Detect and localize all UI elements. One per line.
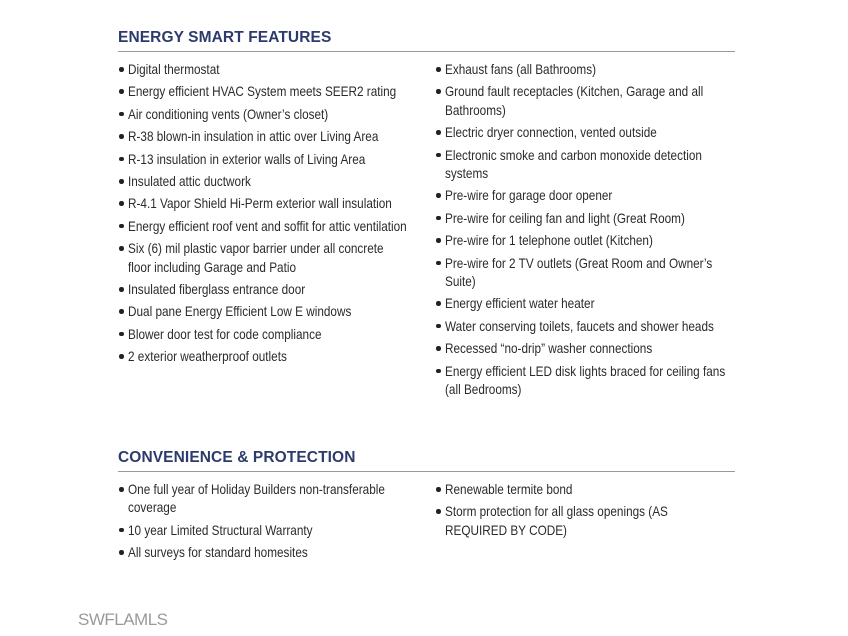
feature-item: All surveys for standard homesites	[118, 543, 463, 561]
feature-item: Pre-wire for 2 TV outlets (Great Room an…	[435, 254, 785, 291]
feature-text: Energy efficient roof vent and soffit fo…	[128, 217, 407, 234]
feature-text: Energy efficient HVAC System meets SEER2…	[128, 83, 397, 100]
feature-text: Electronic smoke and carbon monoxide det…	[445, 146, 702, 182]
feature-item: Electronic smoke and carbon monoxide det…	[435, 146, 785, 183]
feature-item: Digital thermostat	[118, 60, 463, 78]
feature-text: Insulated fiberglass entrance door	[128, 281, 306, 298]
feature-item: R-38 blown-in insulation in attic over L…	[118, 127, 463, 145]
feature-text: All surveys for standard homesites	[128, 544, 308, 561]
feature-item: Energy efficient HVAC System meets SEER2…	[118, 82, 463, 100]
feature-text: Water conserving toilets, faucets and sh…	[445, 317, 714, 334]
feature-list-left: One full year of Holiday Builders non-tr…	[118, 480, 463, 566]
feature-item: Pre-wire for garage door opener	[435, 186, 785, 204]
feature-item: R-4.1 Vapor Shield Hi-Perm exterior wall…	[118, 194, 463, 212]
convenience-protection-section: CONVENIENCE & PROTECTION One full year o…	[118, 448, 735, 560]
section-divider	[118, 51, 735, 52]
feature-text: Exhaust fans (all Bathrooms)	[445, 61, 596, 77]
feature-text: Pre-wire for 2 TV outlets (Great Room an…	[445, 254, 713, 290]
feature-item: Ground fault receptacles (Kitchen, Garag…	[435, 82, 785, 119]
feature-item: 10 year Limited Structural Warranty	[118, 521, 463, 539]
feature-text: Digital thermostat	[128, 61, 220, 77]
feature-text: Six (6) mil plastic vapor barrier under …	[128, 240, 384, 275]
feature-text: Dual pane Energy Efficient Low E windows	[128, 303, 352, 320]
feature-item: Air conditioning vents (Owner’s closet)	[118, 105, 463, 123]
feature-item: Exhaust fans (all Bathrooms)	[435, 60, 785, 78]
energy-smart-features-section: ENERGY SMART FEATURES Digital thermostat…	[118, 28, 735, 397]
feature-item: Recessed “no-drip” washer connections	[435, 339, 785, 357]
feature-text: Air conditioning vents (Owner’s closet)	[128, 105, 329, 122]
feature-text: Electric dryer connection, vented outsid…	[445, 124, 657, 141]
feature-item: Electric dryer connection, vented outsid…	[435, 123, 785, 141]
feature-list-right: Renewable termite bond Storm protection f…	[435, 480, 785, 543]
section-heading: ENERGY SMART FEATURES	[118, 29, 332, 46]
feature-text: Pre-wire for 1 telephone outlet (Kitchen…	[445, 232, 653, 249]
feature-item: Insulated fiberglass entrance door	[118, 280, 463, 298]
feature-text: 2 exterior weatherproof outlets	[128, 348, 287, 365]
feature-item: Blower door test for code compliance	[118, 325, 463, 343]
feature-text: Blower door test for code compliance	[128, 325, 322, 342]
section-divider	[118, 471, 735, 472]
feature-text: Pre-wire for garage door opener	[445, 187, 613, 204]
feature-item: Energy efficient LED disk lights braced …	[435, 362, 785, 399]
feature-item: 2 exterior weatherproof outlets	[118, 347, 463, 365]
feature-item: R-13 insulation in exterior walls of Liv…	[118, 150, 463, 168]
feature-item: Renewable termite bond	[435, 480, 785, 498]
feature-text: Pre-wire for ceiling fan and light (Grea…	[445, 209, 685, 226]
feature-list-right: Exhaust fans (all Bathrooms) Ground fault…	[435, 60, 785, 403]
feature-text: Energy efficient water heater	[445, 295, 595, 312]
feature-item: Energy efficient water heater	[435, 294, 785, 312]
feature-item: Energy efficient roof vent and soffit fo…	[118, 217, 463, 235]
feature-text: R-4.1 Vapor Shield Hi-Perm exterior wall…	[128, 195, 392, 212]
feature-text: One full year of Holiday Builders non-tr…	[128, 481, 385, 516]
feature-text: Storm protection for all glass openings …	[445, 503, 668, 538]
feature-item: Six (6) mil plastic vapor barrier under …	[118, 239, 463, 276]
feature-text: Recessed “no-drip” washer connections	[445, 340, 653, 357]
feature-list-left: Digital thermostat Energy efficient HVAC …	[118, 60, 463, 370]
section-heading: CONVENIENCE & PROTECTION	[118, 449, 356, 466]
feature-text: R-13 insulation in exterior walls of Liv…	[128, 150, 366, 167]
feature-item: Pre-wire for ceiling fan and light (Grea…	[435, 209, 785, 227]
feature-text: Renewable termite bond	[445, 481, 573, 497]
feature-item: Dual pane Energy Efficient Low E windows	[118, 302, 463, 320]
feature-item: One full year of Holiday Builders non-tr…	[118, 480, 463, 517]
feature-item: Water conserving toilets, faucets and sh…	[435, 317, 785, 335]
feature-text: R-38 blown-in insulation in attic over L…	[128, 128, 379, 145]
feature-text: Ground fault receptacles (Kitchen, Garag…	[445, 83, 704, 118]
feature-text: 10 year Limited Structural Warranty	[128, 521, 313, 538]
feature-item: Pre-wire for 1 telephone outlet (Kitchen…	[435, 231, 785, 249]
feature-text: Insulated attic ductwork	[128, 173, 251, 190]
feature-item: Insulated attic ductwork	[118, 172, 463, 190]
watermark-logo: SWFLAMLS	[78, 610, 168, 629]
feature-text: Energy efficient LED disk lights braced …	[445, 362, 726, 398]
feature-item: Storm protection for all glass openings …	[435, 502, 785, 539]
